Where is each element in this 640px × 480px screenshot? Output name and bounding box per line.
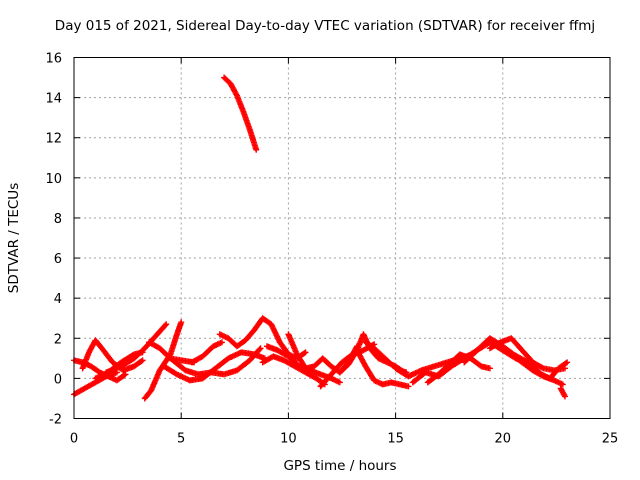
y-tick-label: 6 [54, 252, 62, 267]
data-point [139, 357, 146, 364]
series-arc-14 [263, 343, 343, 386]
grid-layer [74, 57, 610, 419]
data-point [405, 383, 412, 390]
data-point [486, 365, 493, 372]
data-point [564, 359, 571, 366]
data-layer [71, 74, 571, 402]
tick-layer: 0 5 10 15 20 25 -2 0 2 4 6 8 10 12 14 16 [45, 52, 618, 447]
data-point [121, 372, 128, 379]
y-tick-label: 14 [45, 92, 62, 107]
data-point [301, 350, 308, 357]
chart-title: Day 015 of 2021, Sidereal Day-to-day VTE… [55, 18, 595, 34]
series-arc-26 [521, 357, 571, 382]
data-point [559, 381, 566, 388]
y-tick-label: 0 [54, 372, 62, 387]
series-arc-12 [221, 74, 260, 153]
series-arc-27 [557, 385, 568, 400]
plot-frame [73, 57, 611, 419]
y-tick-label: 16 [45, 52, 62, 67]
x-tick-label: 0 [70, 432, 78, 447]
y-tick-label: 12 [45, 132, 62, 147]
x-axis-label: GPS time / hours [283, 458, 396, 474]
data-point [253, 146, 260, 153]
data-point [138, 358, 145, 365]
data-point [336, 379, 343, 386]
x-tick-label: 15 [387, 432, 404, 447]
series-arc-18 [354, 347, 412, 390]
y-axis-label: SDTVAR / TECUs [6, 183, 22, 293]
y-tick-label: 10 [45, 172, 62, 187]
y-tick-label: -2 [49, 413, 62, 428]
x-tick-label: 10 [280, 432, 297, 447]
y-tick-label: 2 [54, 332, 62, 347]
data-point [122, 371, 129, 378]
data-point [178, 319, 185, 326]
data-point [256, 346, 263, 353]
data-point [562, 360, 569, 367]
x-tick-label: 20 [495, 432, 512, 447]
y-tick-label: 8 [54, 212, 62, 227]
series-arc-9 [167, 345, 264, 378]
data-point [163, 321, 170, 328]
data-point [302, 349, 309, 356]
y-tick-label: 4 [54, 292, 62, 307]
series-arc-10 [188, 339, 225, 366]
series-arc-5 [103, 321, 170, 376]
data-point [218, 339, 225, 346]
data-point [257, 345, 264, 352]
data-point [561, 393, 568, 400]
x-tick-label: 5 [177, 432, 185, 447]
data-point [162, 322, 169, 329]
x-tick-label: 25 [602, 432, 619, 447]
series-arc-22 [424, 351, 493, 386]
